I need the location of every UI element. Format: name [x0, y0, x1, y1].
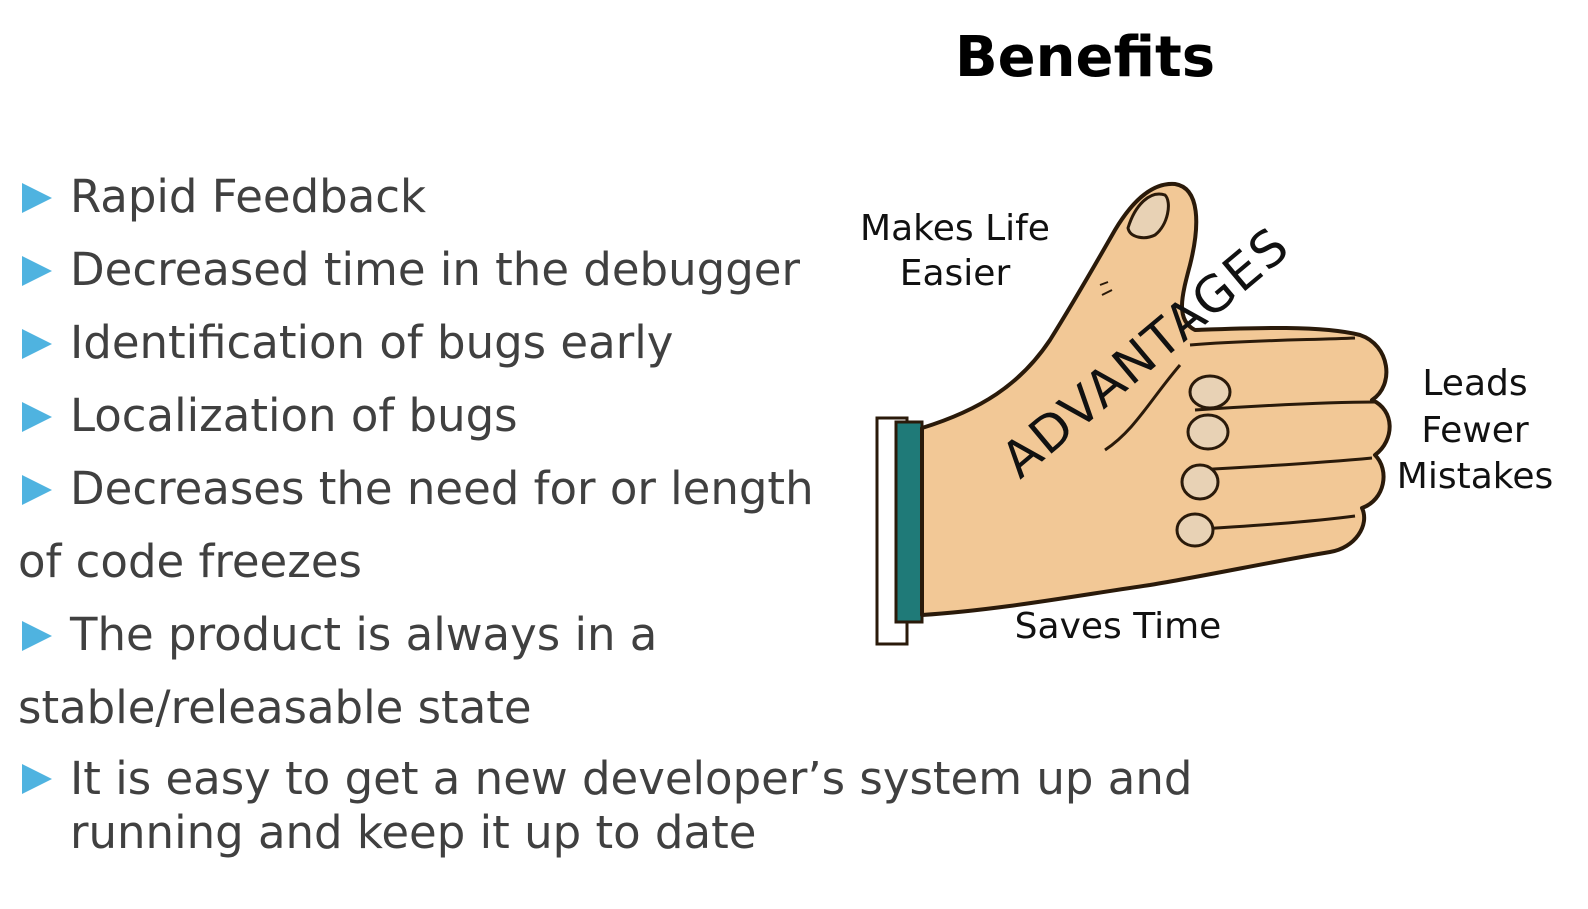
sleeve-cuff [875, 416, 924, 646]
bullet-text: Decreased time in the debugger [70, 243, 800, 296]
label-saves-time: Saves Time [1015, 606, 1222, 647]
bullet-marker-icon [22, 183, 52, 213]
bullet-item: It is easy to get a new developer’s syst… [18, 752, 1238, 860]
bullet-marker-icon [22, 764, 52, 794]
bullet-item: The product is always in a [18, 598, 1238, 671]
bullet-text: The product is always in a [70, 608, 658, 661]
bullet-marker-icon [22, 329, 52, 359]
bullet-text: Decreases the need for or length [70, 462, 814, 515]
bullet-item: Rapid Feedback [18, 160, 1238, 233]
bullet-marker-icon [22, 402, 52, 432]
bullet-marker-icon [22, 256, 52, 286]
label-leads-fewer-mistakes-line1: Leads [1422, 363, 1527, 404]
thumbs-up-hand-icon [920, 181, 1392, 617]
bullet-marker-icon [22, 475, 52, 505]
label-leads-fewer-mistakes-line2: Fewer [1421, 410, 1528, 451]
bullet-marker-icon [22, 621, 52, 651]
label-makes-life-easier-line2: Easier [900, 253, 1011, 294]
bullet-text: Identification of bugs early [70, 316, 674, 369]
bullet-item: Decreases the need for or length [18, 452, 1238, 525]
bullet-text: of code freezes [18, 535, 362, 588]
bullet-item: Decreased time in the debugger [18, 233, 1238, 306]
slide-title: Benefits [954, 25, 1216, 90]
label-leads-fewer-mistakes-line3: Mistakes [1397, 456, 1553, 497]
bullet-continuation: stable/releasable state [18, 671, 1238, 744]
bullet-list: Rapid Feedback Decreased time in the deb… [18, 160, 1238, 860]
bullet-item: Identification of bugs early [18, 306, 1238, 379]
bullet-text: Rapid Feedback [70, 170, 427, 223]
bullet-continuation: of code freezes [18, 525, 1238, 598]
label-makes-life-easier-line1: Makes Life [860, 208, 1050, 249]
thumbs-up-illustration: ADVANTAGES Makes Life Easier Leads Fewer… [860, 181, 1553, 647]
bullet-text: Localization of bugs [70, 389, 518, 442]
bullet-item: Localization of bugs [18, 379, 1238, 452]
bullet-text: It is easy to get a new developer’s syst… [70, 752, 1193, 859]
bullet-text: stable/releasable state [18, 681, 532, 734]
